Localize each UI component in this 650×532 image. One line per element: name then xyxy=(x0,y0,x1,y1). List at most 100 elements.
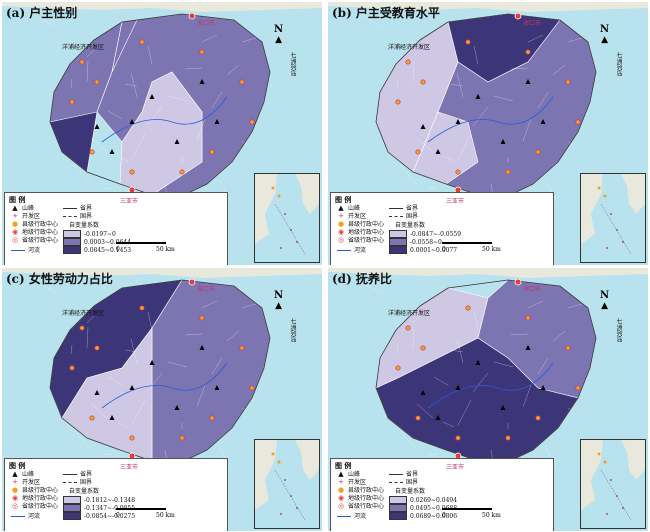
dev-zone-icon: + xyxy=(338,212,344,220)
peak-icon: ▲ xyxy=(12,204,18,212)
legend-class-3: 0.0845~0.1453 xyxy=(84,246,132,254)
scale-zero: 0 xyxy=(442,246,446,253)
nat-boundary-symbol xyxy=(63,482,77,483)
mainland xyxy=(2,268,322,278)
map-place-label: 三亚市 xyxy=(120,464,139,471)
peak-icon xyxy=(435,415,441,420)
mainland xyxy=(328,2,648,12)
legend-peak: 山峰 xyxy=(348,205,361,212)
legend-river: 河流 xyxy=(28,513,41,520)
mainland xyxy=(328,268,648,278)
north-arrow-icon: N ▲ xyxy=(600,24,610,45)
panel-title: (b) 户主受教育水平 xyxy=(332,6,440,20)
scale-50km: 50 km xyxy=(482,512,501,519)
legend-river: 河流 xyxy=(28,247,41,254)
legend-province: 省级行政中心 xyxy=(22,237,59,244)
coefficient-zone-3 xyxy=(119,71,203,196)
county-center-icon xyxy=(420,345,426,351)
peak-icon xyxy=(199,79,205,84)
scale-bar: 0 50 km xyxy=(116,504,226,526)
county-center-icon xyxy=(89,415,95,421)
county-boundaries xyxy=(362,16,589,204)
county-center-icon xyxy=(199,315,205,321)
county-center-icon: ● xyxy=(337,486,345,494)
river xyxy=(101,362,228,409)
county-center-icon: ● xyxy=(337,220,345,228)
south-china-sea-inset xyxy=(580,439,646,529)
class-swatch-1 xyxy=(389,230,407,238)
peak-icon xyxy=(475,94,481,99)
legend-title: 图 例 xyxy=(335,195,352,204)
legend-province: 省级行政中心 xyxy=(348,237,385,244)
nat-boundary-symbol xyxy=(389,216,403,217)
map-panel-d: (d) 抚养比 图 例 ▲ 山峰 + 开发区 ● 县级行政中心 ◉ 地级行政中心 ◎ 省级… xyxy=(328,268,648,531)
peak-icon xyxy=(94,124,100,129)
prefecture-center-icon: ◉ xyxy=(11,228,19,236)
legend-prefecture: 地级行政中心 xyxy=(348,495,385,502)
legend-class-3: -0.0854~-0.0275 xyxy=(84,512,136,520)
river xyxy=(427,362,554,409)
legend-dev: 开发区 xyxy=(348,479,367,486)
legend-coef-title: 自变量系数 xyxy=(69,222,100,229)
legend-coef-title: 自变量系数 xyxy=(395,222,426,229)
county-center-icon xyxy=(139,39,145,45)
map-panel-b: (b) 户主受教育水平 图 例 ▲ 山峰 + 开发区 ● 县级行政中心 ◉ 地级行政中心… xyxy=(328,2,648,265)
nat-boundary-symbol xyxy=(63,216,77,217)
province-center-icon: ◎ xyxy=(11,236,19,244)
north-label: N xyxy=(600,24,610,35)
class-swatch-1 xyxy=(63,496,81,504)
peak-icon xyxy=(109,149,115,154)
peak-icon xyxy=(525,345,531,350)
county-boundaries xyxy=(362,282,589,470)
county-center-icon xyxy=(129,435,135,441)
county-center-icon xyxy=(69,99,75,105)
peak-icon xyxy=(199,345,205,350)
county-center-icon xyxy=(199,49,205,55)
peak-icon xyxy=(129,119,135,124)
county-center-icon xyxy=(94,79,100,85)
legend-prefecture: 地级行政中心 xyxy=(22,495,59,502)
legend-peak: 山峰 xyxy=(22,205,35,212)
prov-boundary-symbol xyxy=(63,208,77,209)
legend-peak: 山峰 xyxy=(348,471,361,478)
peak-icon xyxy=(540,119,546,124)
county-center-icon xyxy=(420,79,426,85)
class-swatch-3 xyxy=(389,512,407,520)
county-center-icon xyxy=(505,169,511,175)
peak-icon xyxy=(500,405,506,410)
class-swatch-3 xyxy=(63,246,81,254)
scale-50km: 50 km xyxy=(482,246,501,253)
prefecture-center-icon: ◉ xyxy=(337,494,345,502)
county-center-icon xyxy=(565,345,571,351)
legend-county: 县级行政中心 xyxy=(22,221,59,228)
county-center-icon xyxy=(415,149,421,155)
map-legend: 图 例 ▲ 山峰 + 开发区 ● 县级行政中心 ◉ 地级行政中心 ◎ 省级行政中心 河流 … xyxy=(330,458,554,531)
county-center-icon xyxy=(249,385,255,391)
legend-title: 图 例 xyxy=(9,461,26,470)
south-china-sea-inset xyxy=(254,439,320,529)
legend-prefecture: 地级行政中心 xyxy=(22,229,59,236)
legend-coef-title: 自变量系数 xyxy=(69,488,100,495)
legend-nat-bound: 国界 xyxy=(80,479,93,486)
prov-boundary-symbol xyxy=(389,474,403,475)
prefecture-center-icon: ◉ xyxy=(337,228,345,236)
province-center-icon: ◎ xyxy=(11,502,19,510)
county-center-icon: ● xyxy=(11,486,19,494)
county-center-icon xyxy=(395,99,401,105)
peak-icon xyxy=(455,119,461,124)
map-place-label: 洋浦经济开发区 xyxy=(388,44,431,51)
north-label: N xyxy=(274,290,284,301)
river-symbol xyxy=(11,250,25,251)
scale-50km: 50 km xyxy=(156,512,175,519)
county-center-icon xyxy=(455,169,461,175)
map-panel-a: (a) 户主性别 图 例 ▲ 山峰 + 开发区 ● 县级行政中心 ◉ 地级行政中心 ◎ 省… xyxy=(2,2,322,265)
class-swatch-1 xyxy=(389,496,407,504)
north-label: N xyxy=(274,24,284,35)
peak-icon xyxy=(435,149,441,154)
panel-title: (a) 户主性别 xyxy=(6,6,78,20)
scale-50km: 50 km xyxy=(156,246,175,253)
class-swatch-2 xyxy=(389,504,407,512)
mainland xyxy=(2,2,322,12)
dev-zone-icon: + xyxy=(12,212,18,220)
class-swatch-2 xyxy=(389,238,407,246)
